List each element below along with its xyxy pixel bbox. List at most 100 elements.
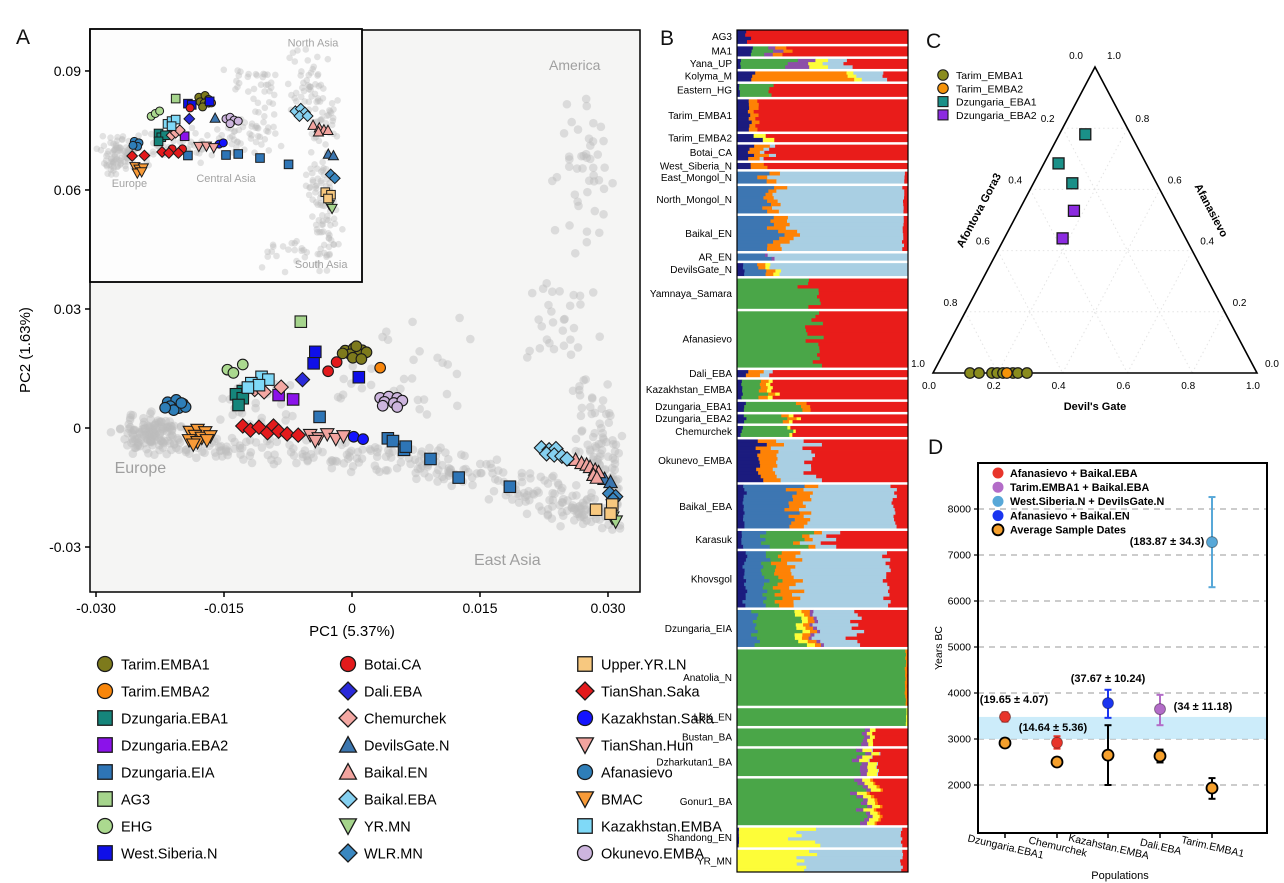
admixture-segment-green	[763, 600, 776, 604]
background-point	[120, 434, 129, 444]
admixture-segment-navy	[737, 134, 755, 139]
inset-background-point	[117, 160, 125, 167]
inset-background-point	[292, 89, 300, 97]
admixture-segment-orange	[776, 565, 796, 570]
background-point	[365, 444, 375, 454]
inset-background-point	[325, 230, 332, 237]
background-point	[574, 201, 583, 211]
date-point-marker	[998, 736, 1012, 750]
Dzungaria.EIA-legend-marker-icon	[97, 764, 113, 780]
admixture-segment-red	[890, 568, 909, 573]
background-point	[452, 369, 462, 379]
admixture-segment-steel	[737, 196, 764, 200]
ternary-tick-label: 0.4	[1200, 237, 1214, 248]
background-point	[498, 468, 508, 477]
inset-background-point	[307, 69, 315, 76]
admixture-segment-lightblue	[803, 488, 898, 492]
Okunevo.EMBA-inset-point	[225, 119, 235, 129]
admixture-segment-lightblue	[796, 856, 904, 860]
background-point	[149, 430, 158, 439]
admixture-segment-green	[769, 579, 783, 584]
background-point	[159, 426, 168, 435]
background-point	[130, 425, 139, 435]
admixture-group-label: Eastern_HG	[677, 86, 732, 97]
admixture-segment-orange	[783, 49, 793, 54]
Baikal.EN-legend-marker-icon	[338, 762, 358, 780]
admixture-segment-yellow	[846, 71, 854, 76]
admixture-segment-red	[882, 554, 909, 559]
admixture-segment-lightblue	[763, 147, 770, 152]
background-point	[144, 449, 153, 458]
AG3-legend-marker-icon	[97, 791, 113, 807]
inset-background-point	[317, 116, 325, 123]
x-tick-label: 0.030	[590, 600, 625, 616]
admixture-segment-purple	[810, 633, 815, 637]
admixture-segment-red	[902, 827, 909, 832]
admixture-segment-green	[737, 684, 906, 689]
background-point	[281, 416, 290, 425]
admixture-segment-purple	[854, 778, 863, 783]
admixture-group-label: East_Mongol_N	[661, 173, 732, 184]
admixture-group-AR_EN: AR_EN	[699, 252, 909, 263]
admixture-segment-orange	[748, 156, 761, 161]
inset-background-point	[313, 228, 321, 236]
background-point	[140, 423, 150, 433]
pca-inset-series-WLR.MN	[324, 168, 341, 185]
date-point-Dali.EBA-Tarim.EMBA1 + Baikal.EBA	[1154, 693, 1166, 727]
background-point	[399, 374, 409, 384]
background-point	[517, 472, 527, 481]
admixture-segment-red	[822, 321, 909, 326]
Dzungaria.EIA-inset-point	[283, 159, 294, 170]
background-point	[532, 486, 542, 496]
admixture-segment-yellow	[767, 386, 774, 390]
background-point	[327, 463, 337, 473]
background-point	[326, 457, 335, 467]
background-point	[468, 480, 477, 490]
admixture-segment-steel	[737, 209, 768, 214]
background-point	[534, 488, 544, 497]
admixture-segment-red	[797, 285, 909, 289]
inset-background-point	[314, 97, 322, 105]
background-point	[570, 248, 580, 258]
admixture-segment-orange	[748, 127, 758, 132]
admixture-segment-green	[769, 544, 809, 549]
admixture-segment-lightblue	[787, 186, 903, 190]
inset-background-point	[141, 129, 149, 137]
admixture-segment-navy	[737, 113, 751, 118]
admixture-segment-yellow	[906, 718, 909, 723]
inset-background-point	[230, 128, 238, 135]
admixture-segment-yellow	[794, 613, 805, 618]
admixture-group-label: Khovsgol	[691, 575, 732, 586]
admixture-segment-orange	[763, 196, 775, 200]
admixture-segment-orange	[758, 471, 776, 476]
inset-background-point	[248, 120, 256, 127]
admixture-segment-steel	[742, 565, 764, 570]
pca-inset-series-Chemurchek	[165, 124, 186, 142]
admixture-segment-orange	[802, 633, 811, 637]
admixture-segment-green	[740, 58, 799, 63]
admixture-group-Dzungaria_EBA2: Dzungaria_EBA2	[655, 414, 909, 425]
admixture-segment-red	[889, 586, 909, 591]
inset-background-point	[100, 142, 108, 150]
admixture-segment-green	[752, 619, 803, 624]
admixture-segment-yellow	[773, 272, 780, 277]
background-point	[382, 327, 391, 336]
background-point	[372, 465, 381, 474]
admixture-segment-purple	[861, 742, 869, 747]
Afanasievo-inset-point	[128, 140, 138, 150]
admixture-segment-steel	[744, 521, 792, 526]
admixture-segment-orange	[773, 240, 791, 245]
Average Sample Dates-legend-marker-icon	[991, 523, 1005, 537]
admixture-segment-red	[816, 295, 909, 299]
legend-label: Tarim.EMBA2	[121, 685, 210, 701]
admixture-segment-lightblue	[799, 541, 822, 546]
admixture-segment-red	[880, 811, 909, 816]
background-point	[559, 341, 569, 351]
background-point	[221, 447, 231, 456]
inset-background-point	[253, 72, 261, 79]
admixture-segment-navy	[737, 382, 742, 387]
background-point	[606, 411, 615, 420]
inset-background-point	[117, 144, 124, 152]
admixture-segment-lightblue	[770, 446, 803, 451]
admixture-segment-navy	[737, 504, 745, 509]
